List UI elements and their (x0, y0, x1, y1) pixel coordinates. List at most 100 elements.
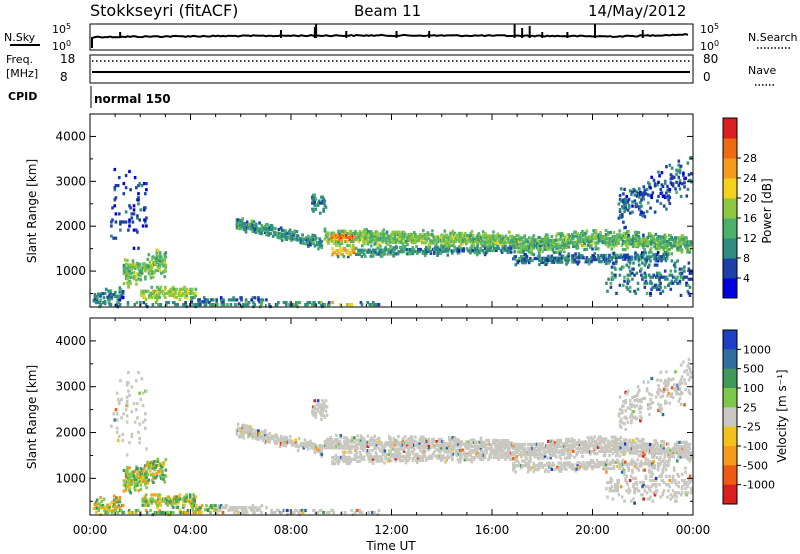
range-cell (339, 457, 342, 462)
range-cell (141, 499, 144, 503)
range-cell (418, 441, 422, 445)
range-cell (634, 253, 637, 257)
range-cell (592, 235, 595, 239)
range-cell (477, 455, 480, 460)
range-cell (362, 252, 366, 256)
range-cell (371, 461, 375, 465)
range-cell (312, 413, 315, 417)
range-cell (162, 293, 166, 297)
range-cell (494, 449, 497, 453)
range-cell (424, 437, 427, 441)
range-cell (634, 236, 637, 240)
range-cell (653, 182, 657, 186)
range-cell (551, 449, 555, 453)
range-cell (145, 469, 148, 473)
range-cell (662, 241, 666, 245)
range-cell (569, 447, 573, 451)
range-cell (371, 449, 374, 453)
power-colorbar-label: Power [dB] (760, 178, 774, 243)
range-cell (644, 273, 648, 277)
range-cell (153, 493, 157, 497)
range-cell (152, 466, 155, 470)
range-cell (659, 243, 662, 247)
range-cell (140, 291, 143, 295)
range-cell (481, 234, 485, 238)
range-cell (393, 234, 397, 238)
range-cell (454, 438, 458, 442)
range-cell (598, 449, 601, 453)
range-cell (271, 437, 275, 441)
range-cell (339, 247, 342, 251)
range-cell (484, 236, 487, 240)
range-cell (366, 242, 370, 246)
range-cell (635, 232, 638, 237)
range-cell (221, 301, 225, 305)
range-cell (92, 507, 96, 511)
range-cell (384, 457, 387, 461)
range-cell (148, 463, 152, 467)
range-cell (323, 229, 327, 233)
range-cell (154, 465, 157, 470)
range-cell (500, 451, 503, 455)
range-cell (407, 447, 410, 451)
range-cell (136, 466, 139, 471)
range-cell (652, 178, 656, 182)
range-cell (188, 287, 192, 291)
range-cell (155, 472, 159, 476)
range-cell (384, 236, 388, 240)
range-cell (686, 242, 689, 246)
range-cell (140, 271, 144, 275)
range-cell (461, 241, 465, 246)
range-cell (538, 254, 541, 258)
range-cell (313, 405, 316, 409)
range-cell (155, 250, 159, 254)
range-cell (427, 247, 430, 251)
range-cell (609, 285, 613, 289)
range-cell (393, 443, 397, 447)
range-cell (517, 453, 521, 457)
range-cell (292, 235, 295, 239)
range-cell (348, 237, 352, 242)
range-cell (683, 269, 686, 273)
range-cell (575, 234, 578, 238)
range-cell (480, 449, 484, 453)
range-cell (508, 449, 511, 453)
range-cell (132, 474, 136, 478)
range-cell (434, 245, 437, 249)
range-cell (508, 447, 511, 451)
range-cell (647, 193, 650, 197)
range-cell (398, 238, 401, 242)
range-cell (587, 446, 591, 450)
range-cell (208, 506, 212, 510)
range-cell (663, 277, 667, 281)
range-cell (546, 256, 549, 260)
range-cell (161, 468, 164, 473)
range-cell (93, 502, 97, 506)
range-cell (312, 209, 315, 213)
range-cell (111, 218, 114, 222)
range-cell (483, 453, 487, 457)
range-cell (599, 231, 602, 235)
range-cell (543, 452, 547, 456)
range-cell (95, 502, 99, 506)
range-cell (106, 503, 109, 507)
range-cell (419, 435, 423, 439)
range-cell (440, 243, 443, 247)
range-cell (242, 423, 246, 428)
range-cell (507, 246, 511, 250)
range-cell (165, 497, 168, 501)
range-cell (525, 238, 529, 242)
range-cell (561, 254, 565, 258)
range-cell (400, 441, 404, 445)
range-cell (515, 259, 519, 263)
range-cell (633, 199, 637, 203)
range-cell (449, 233, 452, 237)
range-cell (136, 216, 139, 220)
range-cell (128, 489, 131, 493)
range-cell (157, 293, 160, 297)
range-cell (418, 437, 422, 441)
range-cell (405, 238, 408, 243)
range-cell (594, 439, 598, 443)
range-cell (594, 243, 598, 247)
range-cell (352, 250, 356, 254)
